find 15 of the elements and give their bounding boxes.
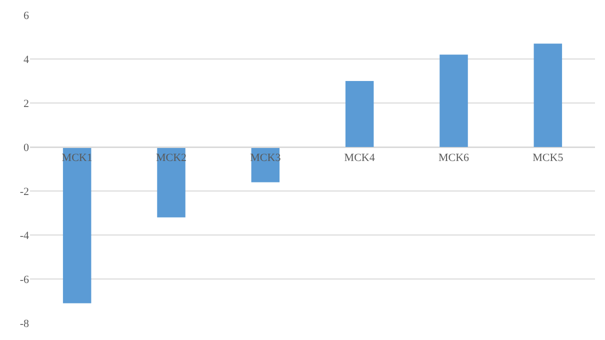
y-tick-label: 6: [24, 10, 30, 22]
x-tick-label: MCK4: [344, 152, 376, 164]
y-tick-label: -4: [20, 230, 30, 242]
y-tick-label: -2: [20, 186, 29, 198]
y-tick-label: 2: [24, 98, 29, 110]
bar: [534, 44, 562, 147]
y-tick-label: -8: [20, 318, 30, 330]
y-tick-label: 0: [24, 142, 30, 154]
y-tick-label: -6: [20, 274, 30, 286]
x-tick-label: MCK5: [532, 152, 564, 164]
x-tick-label: MCK6: [438, 152, 470, 164]
y-tick-label: 4: [24, 54, 30, 66]
bar: [62, 147, 92, 304]
bar: [345, 81, 374, 147]
bar: [440, 54, 468, 147]
